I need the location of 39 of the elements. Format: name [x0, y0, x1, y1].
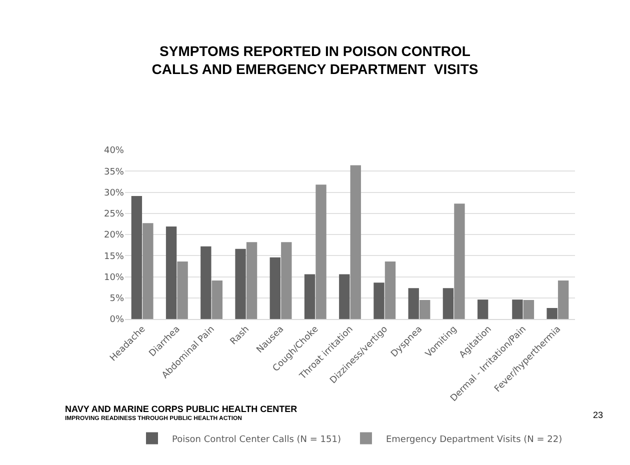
bar	[558, 280, 569, 319]
y-tick-label: 10%	[104, 272, 124, 283]
y-tick-label: 15%	[104, 252, 124, 262]
bar	[374, 282, 384, 319]
bar	[304, 274, 316, 319]
y-tick-label: 35%	[104, 167, 124, 178]
bar	[281, 242, 292, 319]
bar	[408, 288, 419, 319]
bar	[350, 165, 361, 319]
y-tick-label: 0%	[110, 315, 124, 326]
bar	[454, 204, 465, 319]
bar	[246, 242, 258, 319]
chart-title: SYMPTOMS REPORTED IN POISON CONTROL CALLS AND EMERGENCY DEPARTMENT VISITS	[152, 42, 478, 77]
bar	[235, 248, 246, 319]
bar	[512, 300, 523, 319]
bar	[270, 257, 280, 319]
bar	[523, 300, 534, 319]
bar	[420, 300, 430, 319]
bar	[200, 246, 212, 319]
y-tick-label: 40%	[104, 146, 124, 156]
bar	[166, 226, 177, 319]
bar	[339, 274, 350, 319]
y-tick-label: 30%	[104, 188, 124, 198]
bar	[384, 262, 396, 319]
legend-label: Poison Control Center Calls (N = 151)	[172, 434, 341, 445]
bar	[131, 196, 142, 319]
bar	[546, 308, 558, 319]
y-tick-label: 5%	[110, 294, 124, 304]
bar	[316, 184, 326, 319]
bar	[142, 223, 154, 319]
bar	[212, 280, 223, 319]
bar	[477, 300, 488, 319]
bar	[177, 262, 188, 319]
text: 23	[593, 410, 604, 420]
text: NAVY AND MARINE CORPS PUBLIC HEALTH CENTER	[65, 404, 298, 414]
y-tick-label: 25%	[104, 210, 124, 220]
bar	[442, 288, 454, 319]
y-tick-label: 20%	[104, 230, 124, 241]
legend-label: Emergency Department Visits (N = 22)	[386, 434, 562, 445]
